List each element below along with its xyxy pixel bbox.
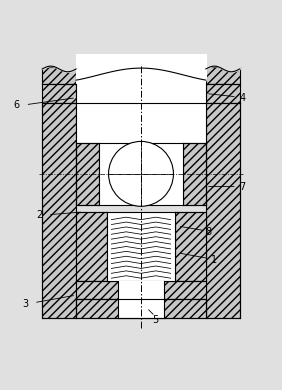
Bar (42, 83, 76, 103)
Bar (118, 281, 164, 300)
Bar (76, 281, 206, 300)
Bar (175, 212, 206, 281)
Bar (107, 212, 175, 281)
Text: 8: 8 (206, 227, 212, 237)
Bar (76, 143, 99, 205)
Bar (76, 103, 206, 205)
Bar (76, 67, 206, 103)
Text: 3: 3 (22, 299, 28, 308)
Circle shape (109, 142, 173, 206)
Bar (206, 67, 240, 83)
Text: 5: 5 (152, 315, 158, 324)
Bar (76, 212, 107, 281)
Text: 7: 7 (239, 181, 246, 191)
Bar (76, 300, 206, 318)
Bar (206, 83, 240, 103)
Text: 6: 6 (14, 100, 20, 110)
Text: 2: 2 (36, 210, 43, 220)
Bar (183, 143, 206, 205)
Text: 1: 1 (211, 255, 217, 265)
Bar (99, 143, 183, 205)
Bar (206, 103, 240, 318)
Bar (42, 103, 76, 318)
Bar (42, 67, 76, 83)
Bar (118, 300, 164, 318)
Text: 4: 4 (239, 93, 246, 103)
